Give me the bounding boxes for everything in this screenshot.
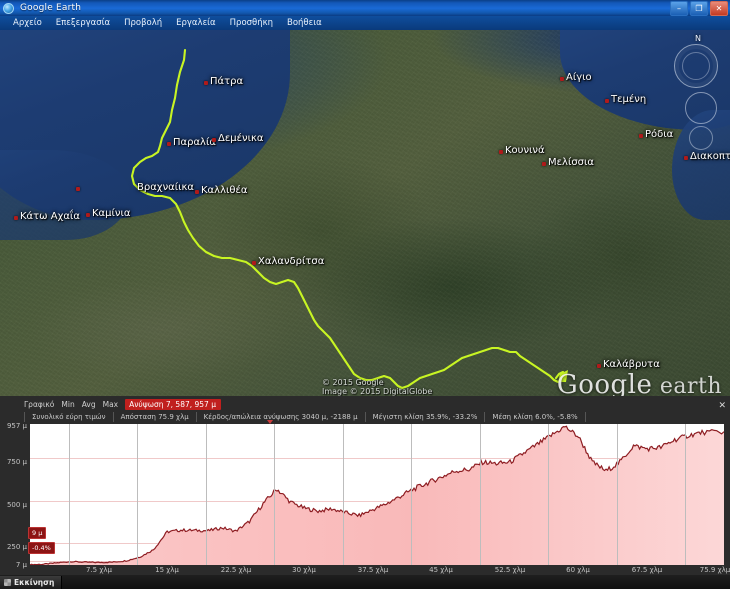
x-axis-tick: 15 χλμ [155,566,179,574]
zoom-ring-icon[interactable] [685,92,717,124]
profile-stats-row: Συνολικό εύρη τιμών Απόσταση 75.9 χλμ Κέρδ… [0,411,586,423]
x-axis-tick: 45 χλμ [429,566,453,574]
profile-elevation-tag[interactable]: Ανύψωση 7, 587, 957 μ [125,398,221,410]
title-bar: Google Earth – ❐ ✕ [0,0,730,16]
y-axis-tick: 750 μ [6,458,27,466]
map-place-marker [597,364,601,368]
x-axis-tick: 22.5 χλμ [220,566,252,574]
map-place-marker [542,162,546,166]
map-place-label: Χαλανδρίτσα [258,256,325,267]
x-axis-tick: 75.9 χλμ [699,566,730,574]
x-axis-tick: 7.5 χλμ [86,566,112,574]
map-place-marker [212,138,216,142]
map-place-label: Δεμένικα [218,133,264,144]
minimize-button[interactable]: – [670,1,688,16]
close-button[interactable]: ✕ [710,1,728,16]
y-axis-tick: 500 μ [6,501,27,509]
close-profile-button[interactable]: ✕ [718,401,726,411]
chart-area-fill [30,426,724,565]
map-place-marker [14,216,18,220]
profile-avg-label[interactable]: Avg [81,399,96,409]
chart-y-axis: 957 μ 750 μ 500 μ 250 μ 7 μ [0,422,30,569]
y-axis-tick: 957 μ [6,422,27,430]
y-axis-tick: 250 μ [6,543,27,551]
map-place-label: Τεμένη [611,94,647,105]
map-place-marker [684,156,688,160]
map-place-marker [252,261,256,265]
map-place-label: Κάτω Αχαΐα [20,211,80,222]
menu-item-add[interactable]: Προσθήκη [229,18,274,28]
menu-item-view[interactable]: Προβολή [124,18,163,28]
profile-stat-cell: Μέγιστη κλίση 35.9%, -33.2% [366,412,486,422]
menu-bar: Αρχείο Επεξεργασία Προβολή Εργαλεία Προσ… [0,16,730,30]
x-axis-tick: 60 χλμ [566,566,590,574]
start-button-label: Εκκίνηση [14,577,55,587]
map-place-marker [499,150,503,154]
compass-north-label: N [695,34,701,43]
map-place-marker [560,77,564,81]
chart-x-axis: 7.5 χλμ 15 χλμ 22.5 χλμ 30 χλμ 37.5 χλμ 45 χλ… [30,566,730,575]
elevation-chart[interactable] [30,424,724,565]
attribution-google: © 2015 Google [322,378,384,387]
windows-taskbar: Εκκίνηση [0,575,730,589]
profile-min-label[interactable]: Min [61,399,75,409]
map-place-label: Καλλιθέα [201,185,248,196]
compass-ring-icon[interactable] [674,44,718,88]
tilt-ring-icon[interactable] [689,126,713,150]
elevation-chart-svg [30,424,724,565]
elevation-profile-panel: ✕ Γραφικό Min Avg Max Ανύψωση 7, 587, 95… [0,396,730,575]
profile-stat-cell: Απόσταση 75.9 χλμ [114,412,197,422]
menu-item-tools[interactable]: Εργαλεία [176,18,216,28]
cursor-slope-readout: -0.4% [28,542,55,554]
menu-item-file[interactable]: Αρχείο [13,18,42,28]
map-place-label: Πάτρα [210,76,244,87]
map-place-label: Διακοπτό [690,151,730,162]
map-viewport[interactable]: Πάτρα Παραλία Δεμένικα Βραχναίικα Καλλιθέα Κά… [0,30,730,396]
maximize-button[interactable]: ❐ [690,1,708,16]
map-place-label: Ρόδια [645,129,674,140]
map-place-marker [76,187,80,191]
map-place-marker [167,142,171,146]
attribution-imagery: Image © 2015 DigitalGlobe [322,387,433,396]
google-earth-logo: Google earth [556,370,722,396]
map-place-label: Παραλία [173,137,216,148]
cursor-elevation-readout: 9 μ [28,527,47,539]
window-controls: – ❐ ✕ [670,1,728,16]
map-attribution: © 2015 Google Image © 2015 DigitalGlobe [322,378,432,396]
profile-max-label[interactable]: Max [102,399,119,409]
profile-graph-label: Γραφικό [24,399,55,409]
chart-elevation-line [30,425,724,565]
water-body-west [0,150,130,240]
y-axis-tick: 7 μ [15,561,27,569]
map-place-marker [639,134,643,138]
map-place-label: Βραχναίικα [137,182,195,193]
window-title: Google Earth [20,3,82,13]
x-axis-tick: 37.5 χλμ [357,566,389,574]
profile-stat-cell: Κέρδος/απώλεια ανύψωσης 3040 μ, -2188 μ [197,412,366,422]
map-place-marker [195,190,199,194]
map-place-label: Κουνινά [505,145,545,156]
map-place-label: Καλάβρυτα [603,359,660,370]
map-place-marker [204,81,208,85]
x-axis-tick: 30 χλμ [292,566,316,574]
chart-cursor-marker-icon [267,420,273,424]
x-axis-tick: 52.5 χλμ [494,566,526,574]
map-place-marker [605,99,609,103]
profile-header-row: Γραφικό Min Avg Max Ανύψωση 7, 587, 957 … [0,398,221,410]
menu-item-edit[interactable]: Επεξεργασία [55,18,111,28]
gps-track-path [130,48,568,390]
profile-stat-cell: Συνολικό εύρη τιμών [24,412,114,422]
windows-flag-icon [4,578,11,586]
app-globe-icon [3,2,16,15]
map-place-label: Καμίνια [92,208,131,219]
map-place-label: Μελίσσια [548,157,594,168]
start-button[interactable]: Εκκίνηση [0,575,63,589]
menu-item-help[interactable]: Βοήθεια [287,18,322,28]
x-axis-tick: 67.5 χλμ [631,566,663,574]
map-place-label: Αίγιο [566,72,592,83]
profile-stat-cell: Μέση κλίση 6.0%, -5.8% [485,412,586,422]
map-place-marker [86,213,90,217]
